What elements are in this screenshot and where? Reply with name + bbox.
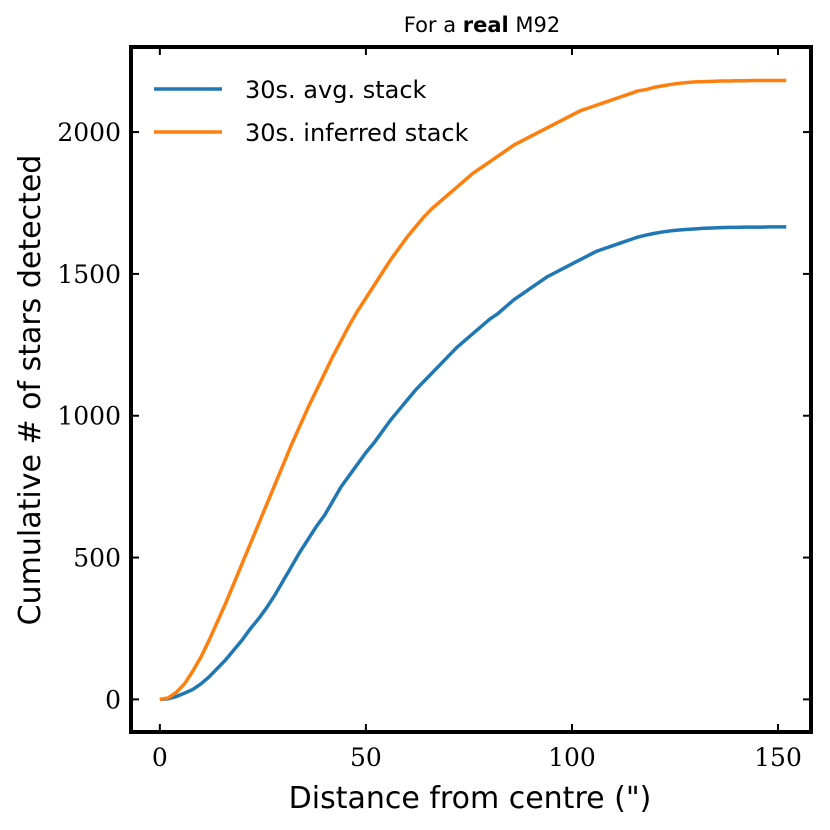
y-tick-label-1500: 1500: [57, 260, 121, 289]
chart-title-suffix: M92: [509, 13, 561, 37]
legend: 30s. avg. stack 30s. inferred stack: [154, 76, 469, 147]
series-line-30s-avg-stack: [159, 225, 787, 702]
x-tick-label-50: 50: [350, 743, 382, 772]
y-tick-label-2000: 2000: [57, 118, 121, 147]
chart-title-bold: real: [463, 13, 509, 37]
x-axis-label: Distance from centre ("): [289, 781, 652, 816]
y-tick-label-1000: 1000: [57, 402, 121, 431]
y-tick-label-500: 500: [73, 544, 121, 573]
x-tick-label-0: 0: [152, 743, 168, 772]
plot-frame: [129, 45, 813, 734]
legend-label-inferred-stack: 30s. inferred stack: [245, 119, 469, 147]
series-layer: [159, 78, 787, 702]
y-axis-label: Cumulative # of stars detected: [13, 155, 48, 626]
series-line-30s-inferred-stack: [159, 78, 787, 702]
y-tick-label-0: 0: [105, 685, 121, 714]
x-tick-label-100: 100: [548, 743, 596, 772]
chart-title: For a real M92: [404, 13, 561, 37]
x-tick-label-150: 150: [754, 743, 802, 772]
chart-title-prefix: For a: [404, 13, 463, 37]
legend-label-avg-stack: 30s. avg. stack: [245, 76, 427, 104]
